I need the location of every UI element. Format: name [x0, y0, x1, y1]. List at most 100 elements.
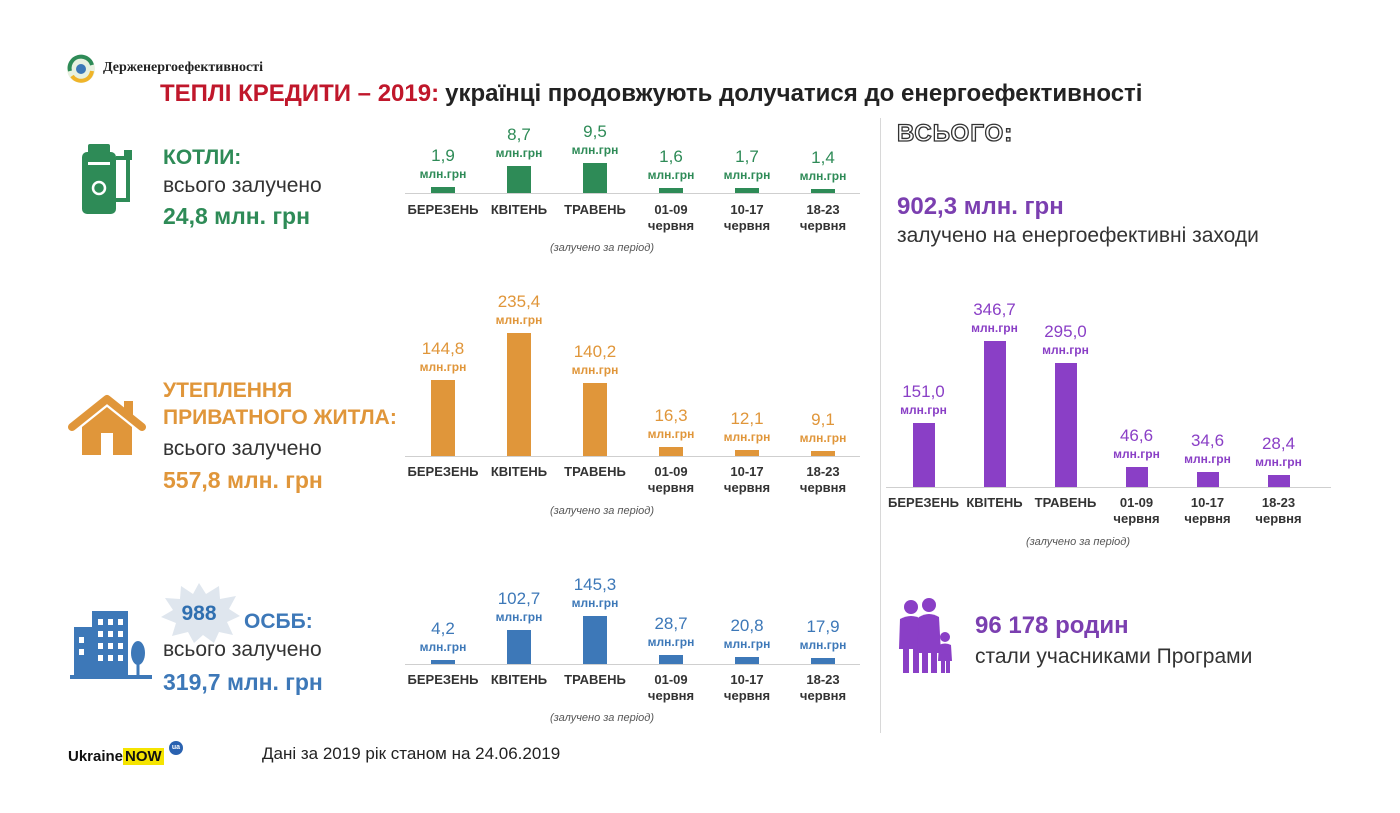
chart-bar [735, 449, 759, 456]
chart-value-label: 1,9 [431, 146, 455, 165]
chart-bar [431, 380, 455, 456]
chart-axis-line [405, 456, 860, 457]
chart-unit-label: млн.грн [571, 143, 619, 157]
chart-unit-label: млн.грн [723, 637, 771, 652]
osbb-chart: млн.грн 4,2 БЕРЕЗЕНЬ млн.грн 102,7 КВІТЕНЬ млн… [405, 568, 860, 732]
chart-category-label: КВІТЕНЬ [490, 672, 548, 687]
chart-category-label: ТРАВЕНЬ [564, 672, 626, 687]
chart-axis-line [405, 664, 860, 665]
insulation-title-line2: ПРИВАТНОГО ЖИТЛА: [163, 406, 397, 429]
chart-unit-label: млн.грн [419, 167, 467, 181]
headline-accent: ТЕПЛІ КРЕДИТИ – 2019: [160, 80, 440, 107]
chart-unit-label: млн.грн [1113, 447, 1160, 462]
ukraine-now-logo: Ukraine NOW ua [68, 741, 188, 769]
chart-unit-label: млн.грн [1184, 452, 1231, 467]
insulation-total: 557,8 млн. грн [163, 467, 323, 493]
chart-bar [1054, 362, 1077, 487]
org-name: Держенергоефективності [103, 60, 263, 75]
chart-category-label: 18-23 червня [799, 464, 847, 495]
chart-value-label: 12,1 [730, 408, 764, 428]
chart-category-label: КВІТЕНЬ [966, 495, 1023, 510]
ukraine-now-wordmark: Ukraine NOW [68, 748, 164, 765]
chart-value-label: 9,5 [583, 122, 607, 141]
chart-category-label: КВІТЕНЬ [490, 464, 548, 479]
chart-unit-label: млн.грн [799, 431, 847, 446]
chart-unit-label: млн.грн [419, 360, 467, 375]
headline-rest: українці продовжують долучатися до енерг… [445, 80, 1143, 107]
chart-unit-label: млн.грн [495, 610, 543, 625]
insulation-title-line1: УТЕПЛЕННЯ [163, 379, 293, 402]
chart-axis-line [886, 487, 1331, 488]
chart-value-label: 34,6 [1190, 431, 1225, 451]
chart-bar [659, 654, 683, 664]
chart-value-label: 151,0 [902, 382, 945, 402]
chart-category-label: 18-23 червня [799, 202, 847, 233]
chart-bar [1196, 472, 1219, 487]
chart-unit-label: млн.грн [419, 640, 467, 654]
chart-value-label: 16,3 [654, 406, 688, 426]
chart-value-label: 1,7 [735, 146, 759, 166]
chart-unit-label: млн.грн [971, 321, 1018, 335]
chart-bar [983, 341, 1006, 487]
chart-value-label: 295,0 [1044, 321, 1087, 341]
chart-unit-label: млн.грн [571, 362, 619, 377]
chart-bar [583, 616, 607, 664]
chart-bar [735, 657, 759, 664]
chart-bar [811, 451, 835, 456]
chart-unit-label: млн.грн [723, 167, 771, 182]
chart-bar [1267, 475, 1290, 487]
ukraine-now-word-ukraine: Ukraine [68, 748, 124, 765]
chart-category-label: БЕРЕЗЕНЬ [888, 495, 959, 510]
chart-value-label: 145,3 [573, 575, 617, 594]
chart-note: (залучено за період) [1026, 536, 1131, 548]
chart-value-label: 1,4 [811, 147, 835, 167]
boilers-chart: млн.грн 1,9 БЕРЕЗЕНЬ млн.грн 8,7 КВІТЕНЬ млн.г… [405, 108, 860, 258]
chart-value-label: 28,7 [654, 613, 688, 633]
chart-value-label: 4,2 [431, 619, 455, 638]
osbb-total: 319,7 млн. грн [163, 669, 323, 695]
chart-value-label: 235,4 [497, 292, 541, 311]
total-subtitle: залучено на енергоефективні заходи [897, 224, 1259, 247]
families-subtitle: стали учасниками Програми [975, 645, 1253, 668]
chart-axis-line [405, 193, 860, 194]
insulation-chart: млн.грн 144,8 БЕРЕЗЕНЬ млн.грн 235,4 КВІТЕНЬ м… [405, 286, 860, 522]
chart-unit-label: млн.грн [647, 167, 695, 182]
chart-unit-label: млн.грн [495, 313, 543, 327]
osbb-badge-count: 988 [181, 602, 217, 625]
ukraine-now-ua-badge: ua [169, 741, 183, 755]
chart-category-label: БЕРЕЗЕНЬ [407, 672, 479, 687]
osbb-badge: 988 [158, 582, 240, 644]
chart-bar [912, 423, 935, 487]
chart-value-label: 8,7 [507, 124, 531, 144]
chart-bar [1125, 467, 1148, 487]
chart-unit-label: млн.грн [1255, 455, 1302, 470]
chart-value-label: 17,9 [806, 617, 840, 637]
chart-category-label: 01-09 червня [647, 672, 695, 703]
page-title: ТЕПЛІ КРЕДИТИ – 2019: українці продовжуют… [160, 80, 1142, 108]
family-icon [899, 598, 952, 673]
ukraine-now-word-now: NOW [123, 748, 164, 765]
osbb-subtitle: всього залучено [163, 638, 322, 661]
chart-unit-label: млн.грн [900, 403, 947, 418]
chart-unit-label: млн.грн [647, 427, 695, 442]
chart-unit-label: млн.грн [723, 429, 771, 444]
chart-category-label: 10-17 червня [1184, 495, 1231, 526]
chart-category-label: 10-17 червня [723, 672, 771, 703]
panel-divider [880, 118, 881, 733]
chart-value-label: 20,8 [730, 616, 764, 636]
chart-unit-label: млн.грн [799, 168, 847, 183]
chart-bar [811, 658, 835, 664]
boilers-title: КОТЛИ: [163, 146, 242, 169]
chart-category-label: 18-23 червня [799, 672, 847, 703]
chart-unit-label: млн.грн [1042, 342, 1089, 357]
badge-burst-icon [161, 583, 240, 643]
chart-bar [735, 187, 759, 193]
boilers-total: 24,8 млн. грн [163, 203, 310, 229]
chart-category-label: 18-23 червня [1255, 495, 1302, 526]
osbb-title: ОСББ: [244, 610, 313, 633]
chart-bar [811, 188, 835, 193]
families-count: 96 178 родин [975, 612, 1129, 639]
chart-category-label: 10-17 червня [723, 202, 771, 233]
chart-value-label: 102,7 [497, 589, 541, 609]
chart-bar [507, 165, 531, 193]
